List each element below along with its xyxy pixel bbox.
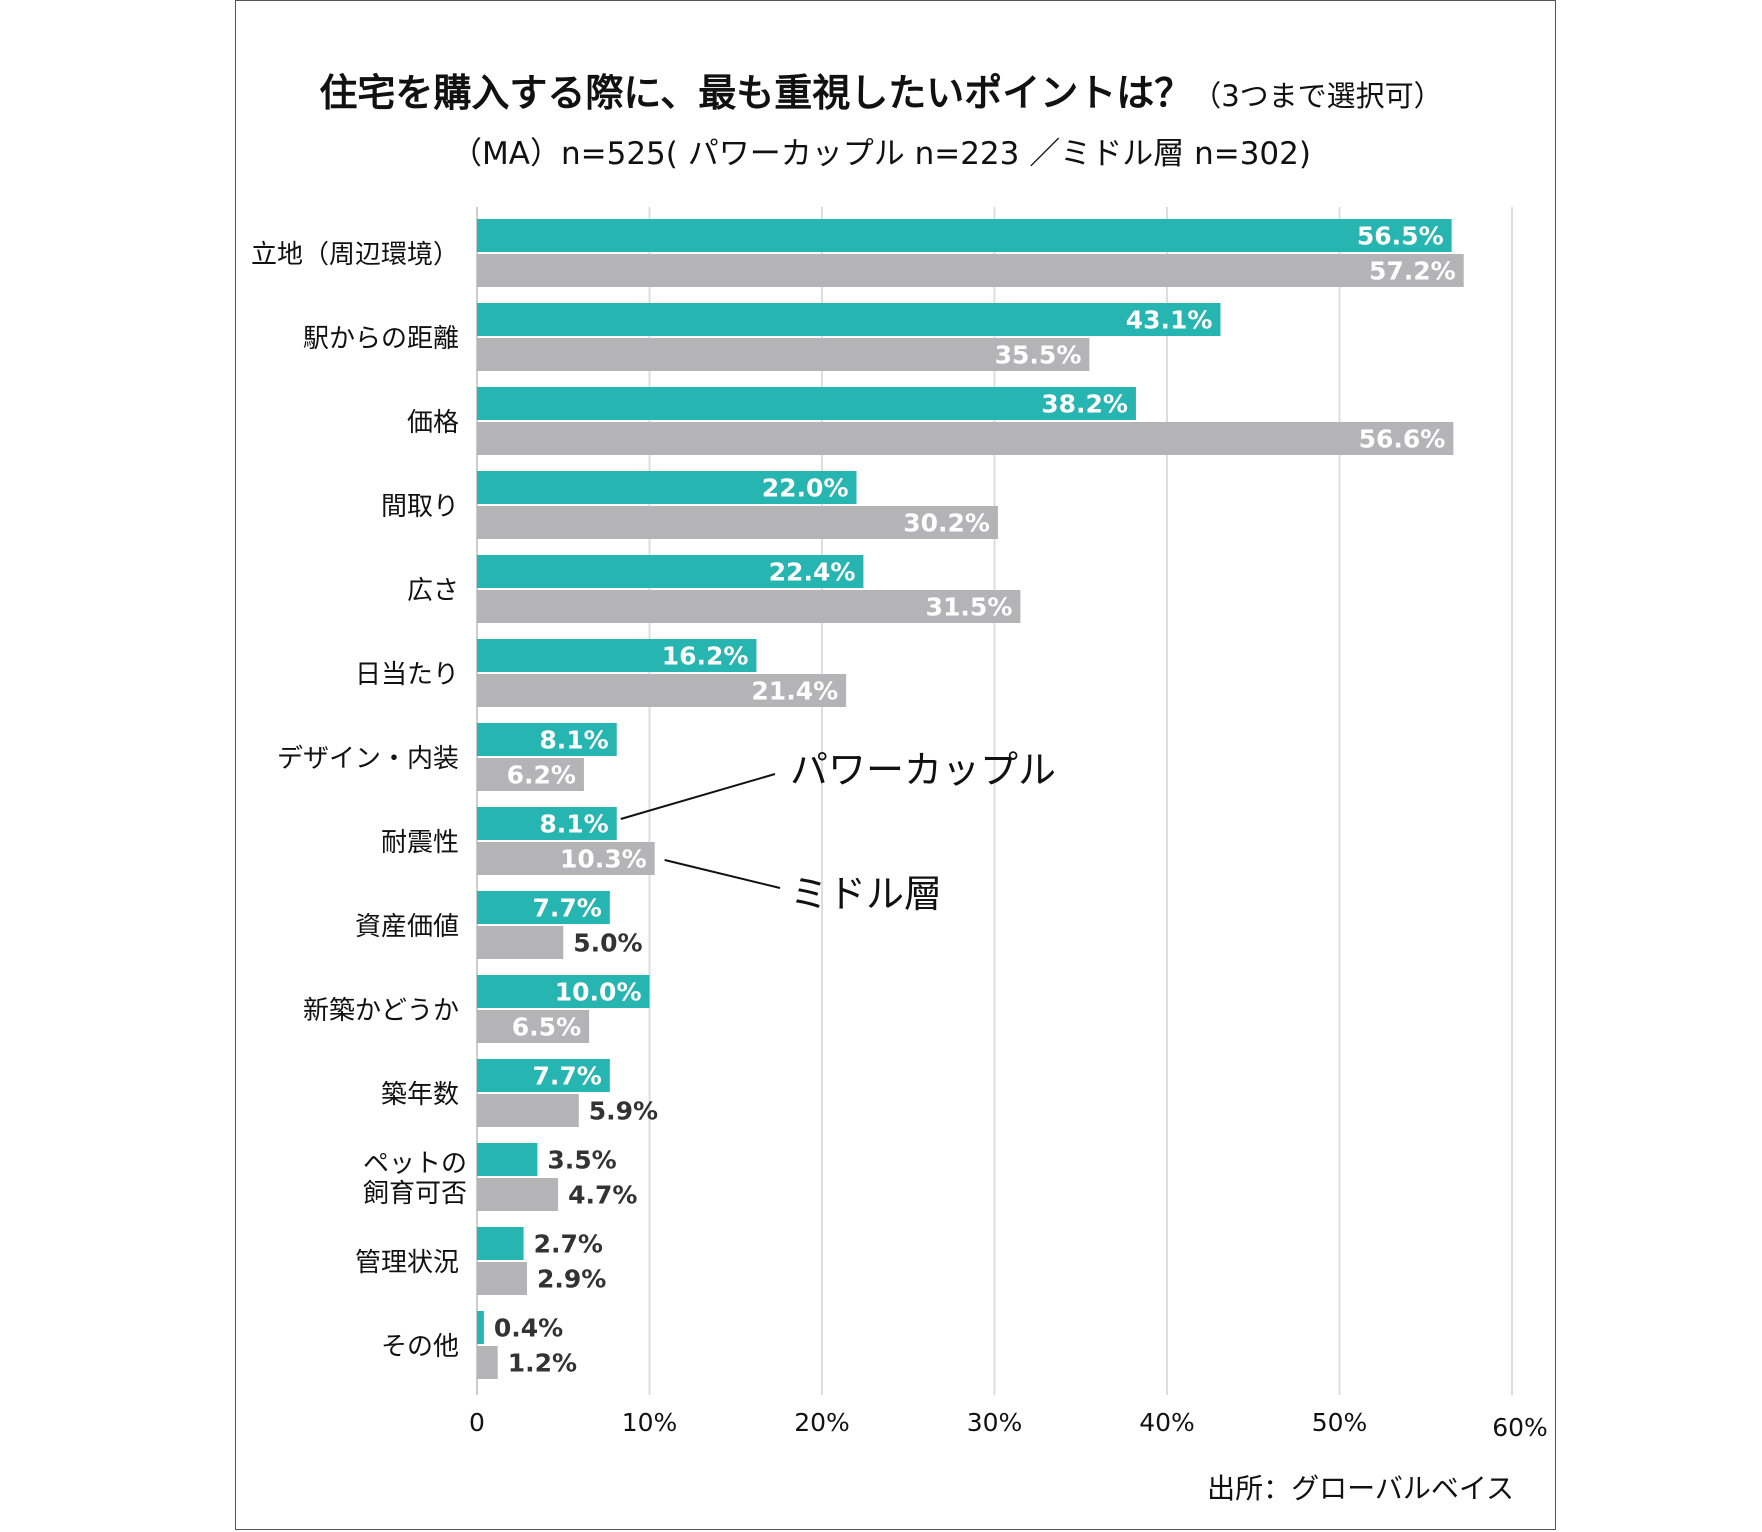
- category-label: その他: [381, 1332, 459, 1362]
- bar-power-couple: [477, 387, 1136, 420]
- data-label: 43.1%: [1126, 306, 1213, 335]
- data-label: 8.1%: [539, 726, 608, 755]
- bar-middle-class: [477, 590, 1021, 623]
- category-label: 間取り: [381, 492, 459, 522]
- data-label: 35.5%: [995, 341, 1082, 370]
- category-label: 駅からの距離: [303, 324, 459, 354]
- category-label: 耐震性: [381, 828, 459, 858]
- bar-power-couple: [477, 1143, 538, 1176]
- category-label: 立地（周辺環境）: [251, 240, 459, 270]
- bar-middle-class: [477, 1010, 590, 1043]
- category-label: デザイン・内装: [277, 744, 459, 774]
- chart-title: 住宅を購入する際に、最も重視したいポイントは？（3つまで選択可）: [0, 62, 1762, 117]
- bar-middle-class: [477, 1262, 528, 1295]
- category-label: 資産価値: [355, 912, 459, 942]
- data-label: 30.2%: [903, 509, 990, 538]
- bar-middle-class: [477, 254, 1464, 287]
- x-tick-label: 20%: [794, 1408, 850, 1437]
- data-label: 8.1%: [539, 810, 608, 839]
- x-tick-label: 60%: [1492, 1413, 1548, 1442]
- legend-label-middle-class: ミドル層: [790, 872, 942, 916]
- bar-middle-class: [477, 926, 564, 959]
- category-label: 飼育可否: [363, 1179, 467, 1209]
- legend-leader-middle-class: [664, 859, 781, 889]
- bar-power-couple: [477, 975, 650, 1008]
- data-label: 38.2%: [1041, 390, 1128, 419]
- x-tick-label: 40%: [1139, 1408, 1195, 1437]
- category-label: 築年数: [381, 1080, 459, 1110]
- bar-middle-class: [477, 1178, 559, 1211]
- category-label: ペットの: [363, 1149, 467, 1179]
- bars: 56.5% 57.2% 43.1% 35.5% 38.2% 56.6% 22.0% 30.2%…: [477, 219, 1464, 1379]
- data-label: 5.0%: [573, 929, 642, 958]
- category-label: 広さ: [407, 576, 459, 606]
- source-note: 出所：グローバルベイス: [1207, 1472, 1514, 1505]
- bar-power-couple: [477, 807, 617, 840]
- data-label: 6.2%: [507, 761, 576, 790]
- x-tick-label: 30%: [967, 1408, 1023, 1437]
- data-label: 2.7%: [534, 1230, 603, 1259]
- bar-middle-class: [477, 338, 1090, 371]
- data-label: 31.5%: [926, 593, 1013, 622]
- bar-middle-class: [477, 1094, 579, 1127]
- data-label: 10.0%: [555, 978, 642, 1007]
- bar-middle-class: [477, 506, 998, 539]
- bar-power-couple: [477, 723, 617, 756]
- grid-lines: [476, 207, 1513, 1395]
- bar-power-couple: [477, 219, 1452, 252]
- data-label: 57.2%: [1369, 257, 1456, 286]
- data-label: 16.2%: [662, 642, 749, 671]
- bar-power-couple: [477, 891, 610, 924]
- title-main: 住宅を購入する際に、最も重視したいポイントは？: [319, 71, 1193, 115]
- data-label: 5.9%: [589, 1097, 658, 1126]
- data-label: 6.5%: [512, 1013, 581, 1042]
- bar-middle-class: [477, 758, 584, 791]
- bar-power-couple: [477, 1227, 524, 1260]
- bar-power-couple: [477, 1059, 610, 1092]
- data-label: 3.5%: [547, 1146, 616, 1175]
- bar-power-couple: [477, 639, 757, 672]
- legend-leader-power-couple: [620, 773, 776, 820]
- bar-power-couple: [477, 303, 1221, 336]
- x-tick-label: 50%: [1312, 1408, 1368, 1437]
- x-tick-label: 0: [469, 1408, 485, 1437]
- bar-power-couple: [477, 555, 864, 588]
- data-label: 4.7%: [568, 1181, 637, 1210]
- bar-middle-class: [477, 1346, 498, 1379]
- title-note: （3つまで選択可）: [1192, 79, 1443, 113]
- x-tick-labels: 0 10% 20% 30% 40% 50% 60%: [469, 1408, 1548, 1442]
- legend-label-power-couple: パワーカップル: [790, 748, 1056, 792]
- x-tick-label: 10%: [622, 1408, 678, 1437]
- category-labels: 立地（周辺環境） 駅からの距離価格間取り広さ日当たりデザイン・内装耐震性資産価値新…: [251, 240, 467, 1362]
- category-label: 日当たり: [355, 660, 459, 690]
- data-label: 7.7%: [532, 894, 601, 923]
- bar-power-couple: [477, 471, 857, 504]
- bar-middle-class: [477, 422, 1454, 455]
- bar-middle-class: [477, 674, 847, 707]
- category-label: 管理状況: [355, 1248, 459, 1278]
- bar-middle-class: [477, 842, 655, 875]
- bar-power-couple: [477, 1311, 484, 1344]
- data-label: 10.3%: [560, 845, 647, 874]
- data-label: 7.7%: [532, 1062, 601, 1091]
- data-label: 56.6%: [1359, 425, 1446, 454]
- data-label: 2.9%: [537, 1265, 606, 1294]
- chart-subtitle: （MA）n=525( パワーカップル n=223 ／ミドル層 n=302): [451, 136, 1311, 172]
- data-label: 21.4%: [751, 677, 838, 706]
- data-label: 22.4%: [769, 558, 856, 587]
- data-label: 56.5%: [1357, 222, 1444, 251]
- category-label: 新築かどうか: [303, 996, 459, 1026]
- category-label: 価格: [407, 408, 459, 438]
- data-label: 1.2%: [508, 1349, 577, 1378]
- data-label: 22.0%: [762, 474, 849, 503]
- data-label: 0.4%: [494, 1314, 563, 1343]
